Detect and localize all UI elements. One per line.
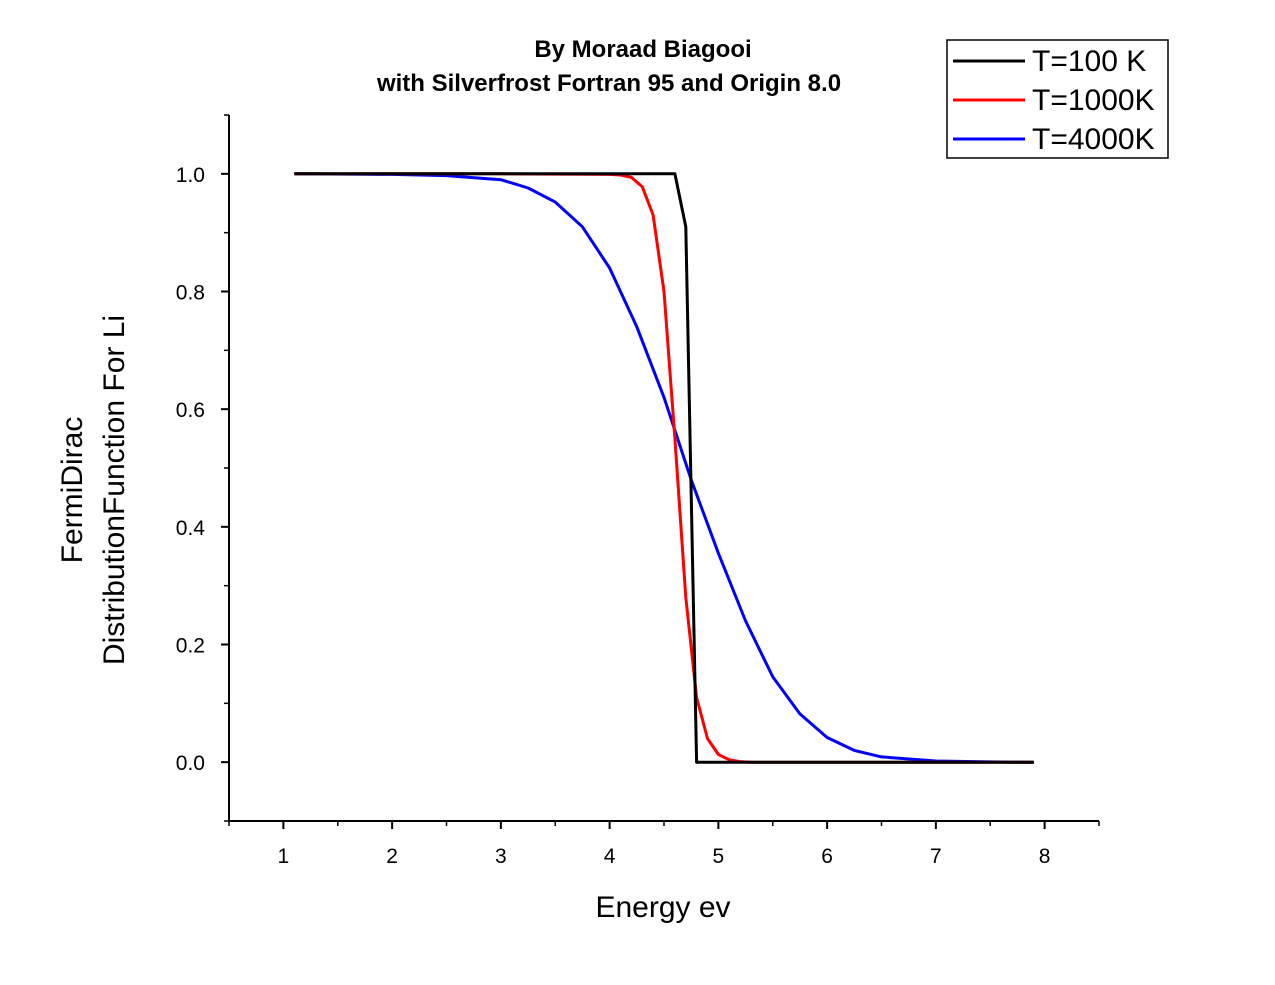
x-tick-label: 8 [1039,845,1051,868]
y-tick-label: 0.0 [176,752,205,775]
chart-title-line-2: with Silverfrost Fortran 95 and Origin 8… [376,70,841,97]
series-line-t-100-k [294,172,1034,764]
x-axis-label: Energy ev [595,891,730,924]
x-tick-label: 1 [278,845,290,868]
axes: 1 2 3 4 5 6 7 8 0.0 0.2 0.4 0.6 0.8 1.0 [176,114,1100,868]
legend: T=100 K T=1000K T=4000K [946,39,1169,159]
y-axis-label-line-1: FermiDirac [56,417,89,564]
legend-label-t4000: T=4000K [1032,123,1155,156]
x-tick-label: 6 [821,845,833,868]
y-tick-label: 1.0 [176,164,205,187]
chart-title-line-1: By Moraad Biagooi [534,36,751,63]
x-tick-label: 4 [604,845,616,868]
x-tick-label: 5 [713,845,725,868]
y-tick-label: 0.8 [176,282,205,305]
y-axis-label-line-2: DistributionFunction For Li [98,315,131,665]
y-tick-label: 0.2 [176,635,205,658]
series-line-t-4000k [294,172,1034,764]
plot-area [294,172,1034,764]
legend-label-t100: T=100 K [1032,45,1146,78]
series-line-t-1000k [294,172,1034,764]
y-tick-label: 0.6 [176,399,205,422]
y-tick-label: 0.4 [176,517,206,540]
x-tick-label: 2 [386,845,398,868]
legend-label-t1000: T=1000K [1032,84,1155,117]
x-tick-label: 7 [930,845,942,868]
x-tick-label: 3 [495,845,507,868]
